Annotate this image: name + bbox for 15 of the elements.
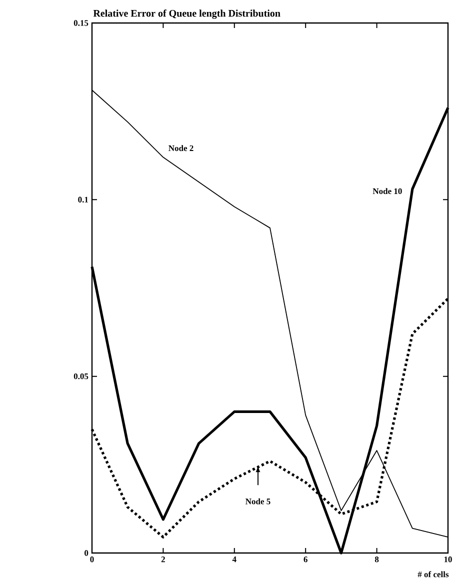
- text: Node 5: [246, 498, 270, 504]
- x-tick-label: 2: [161, 556, 165, 562]
- x-tick-label: 4: [232, 556, 236, 562]
- chart-title: Relative Error of Queue length Distribution: [93, 10, 280, 19]
- y-tick-label: 0: [84, 550, 88, 556]
- x-axis-title: # of cells: [418, 571, 449, 578]
- x-tick-label: 8: [374, 556, 379, 562]
- x-tick-label: 6: [304, 556, 308, 562]
- y-tick-label: 0.05: [74, 373, 88, 380]
- y-tick-label: 0.15: [74, 20, 88, 26]
- x-tick-label: 0: [90, 556, 94, 562]
- y-tick-label: 0.1: [78, 196, 88, 203]
- series-label: Node 2: [168, 145, 194, 152]
- series-label: Node 10: [372, 188, 402, 194]
- x-tick-label: 10: [444, 556, 452, 562]
